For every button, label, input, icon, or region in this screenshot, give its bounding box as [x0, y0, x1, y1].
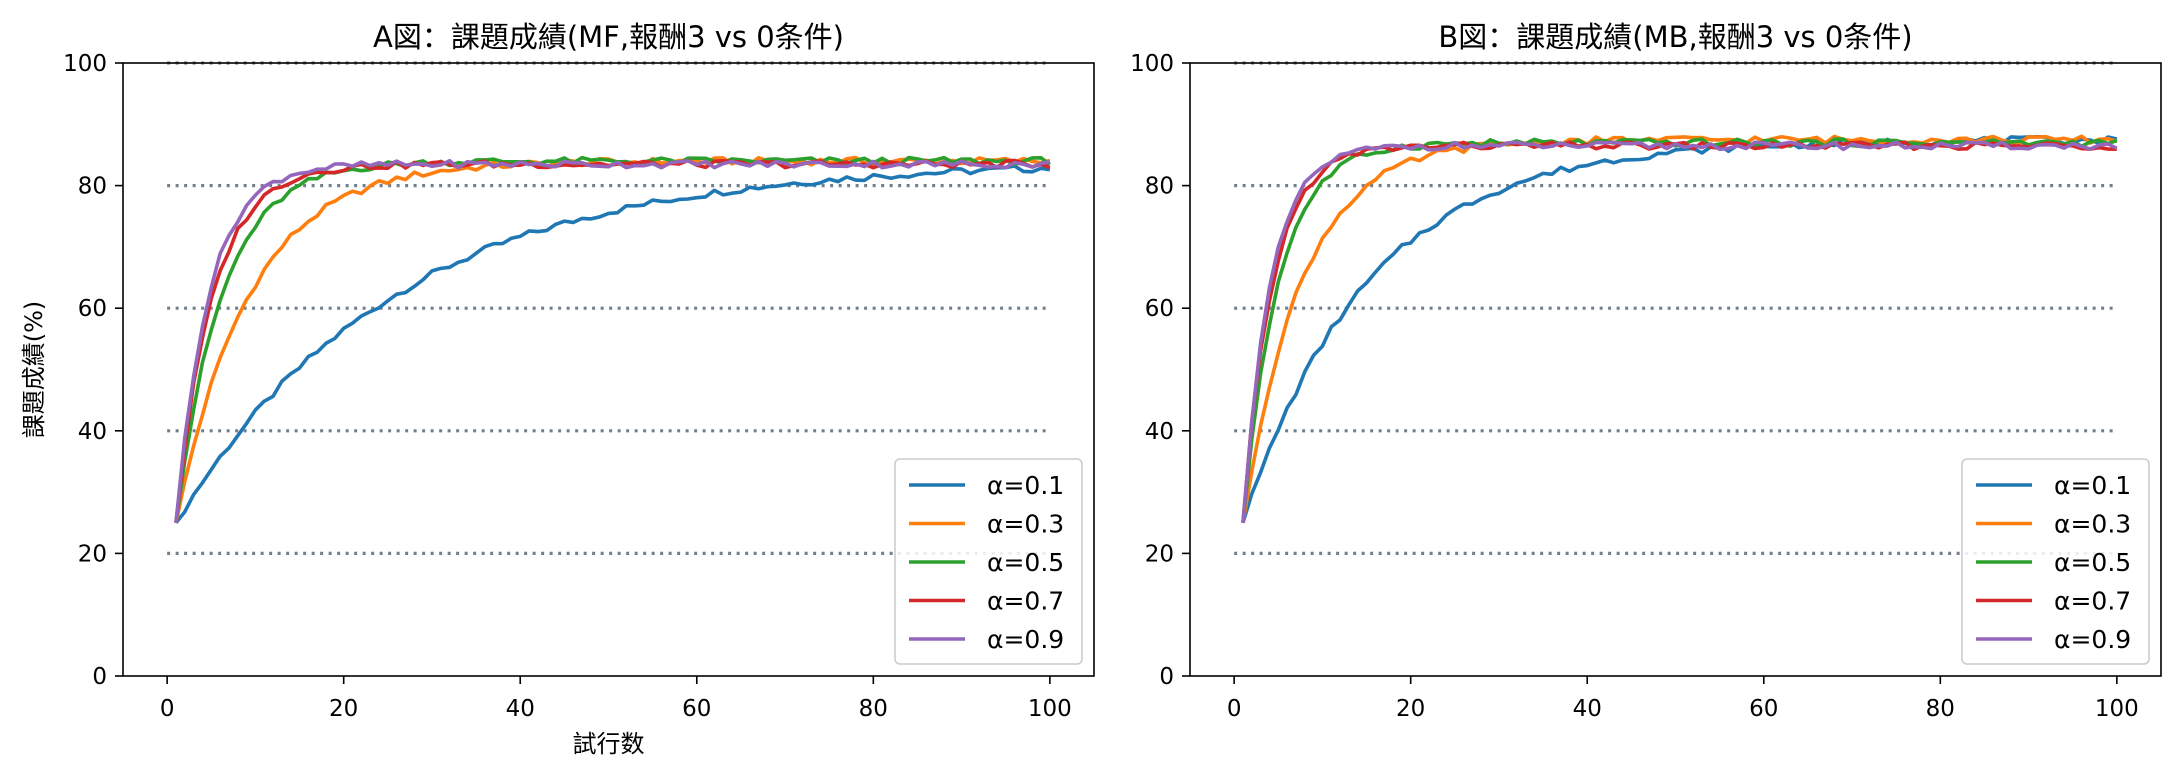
legend: α=0.1 α=0.3 α=0.5 α=0.7 α=0.9 — [1961, 458, 2150, 665]
series-line-1 — [1241, 134, 2118, 524]
y-tick-label: 40 — [1145, 419, 1174, 445]
legend-label: α=0.5 — [2054, 548, 2131, 577]
y-tick-label: 80 — [1145, 174, 1174, 200]
x-tick-label: 40 — [1573, 696, 1602, 722]
y-tick-label: 0 — [92, 664, 107, 690]
x-tick-label: 0 — [1227, 696, 1242, 722]
series-line-3 — [1241, 140, 2117, 523]
series-line-2 — [174, 155, 1051, 524]
x-tick-label: 60 — [682, 696, 711, 722]
x-tick-label: 0 — [160, 696, 175, 722]
legend-label: α=0.1 — [987, 471, 1064, 500]
legend-label: α=0.7 — [987, 587, 1064, 616]
legend-label: α=0.9 — [987, 625, 1064, 654]
legend-label: α=0.5 — [987, 548, 1064, 577]
y-tick-label: 40 — [78, 419, 107, 445]
legend: α=0.1 α=0.3 α=0.5 α=0.7 α=0.9 — [894, 458, 1083, 665]
legend-label: α=0.7 — [2054, 587, 2131, 616]
x-tick-label: 20 — [329, 696, 358, 722]
plot-frame — [1189, 62, 2162, 677]
chart-title: B図：課題成績(MB,報酬3 vs 0条件) — [1438, 20, 1912, 54]
y-tick-label: 60 — [78, 296, 107, 322]
series-line-4 — [1241, 140, 2118, 523]
series-line-4 — [174, 158, 1051, 523]
x-tick-label: 100 — [1028, 696, 1072, 722]
series-line-0 — [174, 164, 1051, 524]
x-tick-label: 80 — [1926, 696, 1955, 722]
y-tick-label: 80 — [78, 174, 107, 200]
y-tick-label: 0 — [1159, 664, 1174, 690]
chart-panel-b: 0 20 40 60 80 100 0 20 40 60 80 100 B図：課題成績(MB,報酬3 v… — [1130, 20, 2162, 722]
legend-box — [894, 458, 1083, 665]
legend-label: α=0.1 — [2054, 471, 2131, 500]
x-tick-label: 60 — [1749, 696, 1778, 722]
y-tick-label: 100 — [1130, 51, 1174, 77]
y-axis-label: 課題成績(%) — [20, 301, 48, 439]
x-tick-label: 80 — [859, 696, 888, 722]
legend-label: α=0.9 — [2054, 625, 2131, 654]
legend-label: α=0.3 — [987, 510, 1064, 539]
x-tick-label: 20 — [1396, 696, 1425, 722]
legend-box — [1961, 458, 2150, 665]
x-tick-label: 100 — [2095, 696, 2139, 722]
x-axis-label: 試行数 — [573, 730, 645, 758]
y-tick-label: 60 — [1145, 296, 1174, 322]
chart-title: A図：課題成績(MF,報酬3 vs 0条件) — [373, 20, 844, 54]
chart-panel-a: 0 20 40 60 80 100 0 20 40 60 80 100 A図：課題成績(MF,報酬3 v… — [20, 20, 1095, 758]
plot-frame — [122, 62, 1095, 677]
x-tick-label: 40 — [506, 696, 535, 722]
legend-label: α=0.3 — [2054, 510, 2131, 539]
y-tick-label: 100 — [63, 51, 107, 77]
y-tick-label: 20 — [1145, 541, 1174, 567]
y-tick-label: 20 — [78, 541, 107, 567]
